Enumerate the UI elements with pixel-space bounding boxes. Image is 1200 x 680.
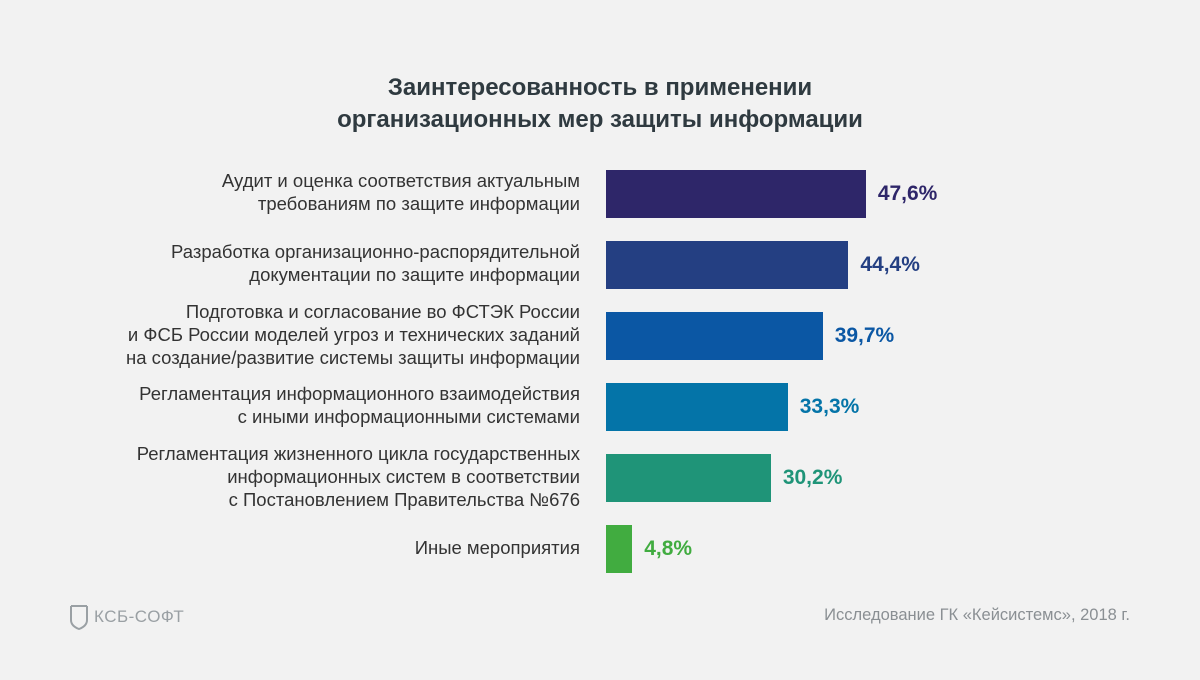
- value-label: 30,2%: [782, 466, 843, 489]
- category-label-line: Разработка организационно-распорядительн…: [171, 241, 580, 262]
- category-label: Разработка организационно-распорядительн…: [20, 240, 580, 286]
- value-label: 47,6%: [877, 182, 938, 205]
- category-label: Регламентация информационного взаимодейс…: [20, 382, 580, 428]
- category-label: Подготовка и согласование во ФСТЭК Росси…: [20, 300, 580, 369]
- category-label-line: на создание/развитие системы защиты инфо…: [126, 346, 580, 368]
- category-label-line: Иные мероприятия: [414, 536, 580, 558]
- bar: [606, 312, 823, 360]
- category-label-line: Регламентация жизненного цикла государст…: [136, 442, 580, 464]
- category-label: Аудит и оценка соответствия актуальным тр…: [20, 169, 580, 215]
- source-note: Исследование ГК «Кейсистемс», 2018 г.: [824, 606, 1130, 624]
- chart-title-line: Заинтересованность в применении: [387, 74, 813, 101]
- company-logo: КСБ-СОФТ: [68, 604, 184, 630]
- bar: [606, 525, 633, 573]
- category-label-line: Подготовка и согласование во ФСТЭК Росси…: [185, 300, 580, 322]
- chart-title: Заинтересованность в применении организа…: [0, 72, 1200, 136]
- category-label: Иные мероприятия: [20, 536, 580, 559]
- category-label-line: Аудит и оценка соответствия актуальным: [221, 170, 580, 191]
- category-label-line: документации по защите информации: [249, 264, 580, 285]
- category-label-line: требованиям по защите информации: [257, 193, 580, 214]
- logo-text: КСБ-СОФТ: [94, 607, 185, 626]
- value-label: 4,8%: [644, 537, 693, 560]
- shield-logo-icon: [70, 605, 88, 630]
- category-label-line: с Постановлением Правительства №676: [228, 488, 580, 510]
- category-label: Регламентация жизненного цикла государст…: [20, 442, 580, 511]
- bar: [606, 383, 788, 431]
- category-label-line: и ФСБ России моделей угроз и технических…: [127, 323, 580, 345]
- bar: [606, 241, 849, 289]
- bar: [606, 170, 866, 218]
- chart-title-line: организационных мер защиты информации: [337, 106, 863, 133]
- value-label: 33,3%: [799, 395, 860, 418]
- bar: [606, 454, 771, 502]
- category-label-line: информационных систем в соответствии: [227, 465, 580, 487]
- value-label: 39,7%: [834, 324, 895, 347]
- category-label-line: с иными информационными системами: [237, 406, 580, 427]
- category-label-line: Регламентация информационного взаимодейс…: [139, 383, 580, 404]
- value-label: 44,4%: [860, 253, 920, 276]
